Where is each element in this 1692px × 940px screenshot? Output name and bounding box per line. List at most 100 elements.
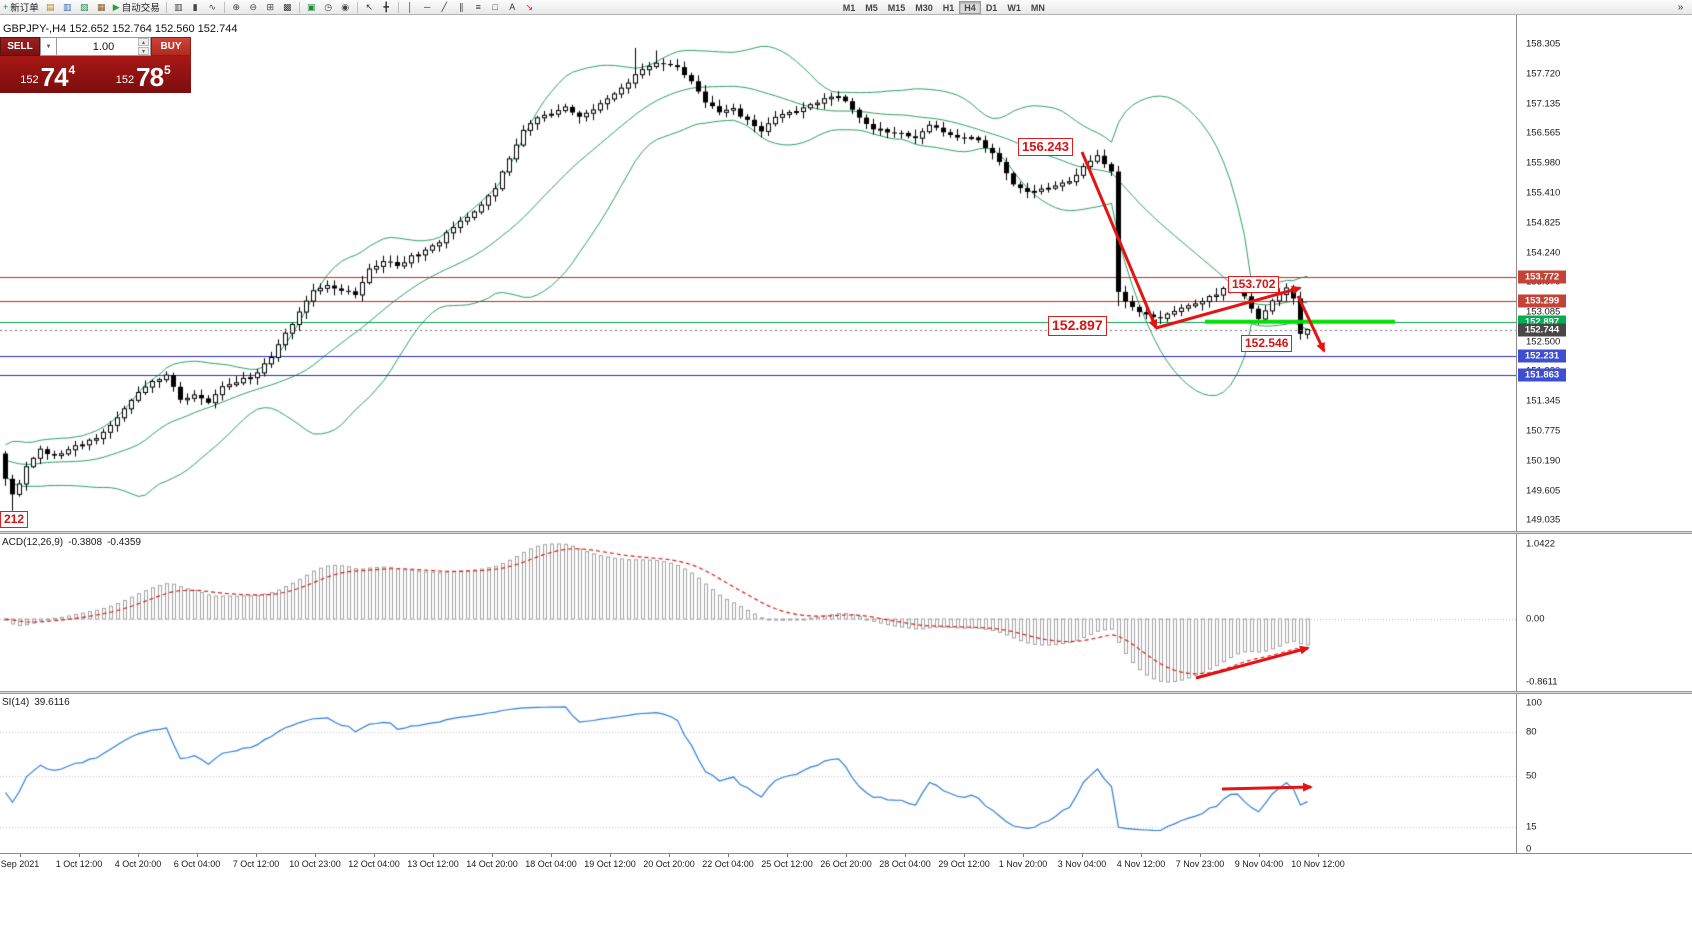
one-click-trading-panel: SELL ▼ 1.00 ▲ ▼ BUY 152 74 4 152 78: [0, 37, 191, 93]
chevron-down-icon: ▼: [45, 43, 52, 50]
chart-annotation[interactable]: 152.897: [1048, 316, 1107, 336]
zoom-in-icon[interactable]: ⊕: [229, 1, 244, 14]
time-axis-label: 1 Nov 20:00: [998, 859, 1048, 869]
bar-chart-icon[interactable]: ▥: [171, 1, 186, 14]
buy-button[interactable]: BUY: [151, 37, 191, 56]
terminal-icon[interactable]: ▦: [94, 1, 109, 14]
auto-arrange-icon[interactable]: ▩: [280, 1, 295, 14]
timeframe-m5[interactable]: M5: [865, 2, 878, 13]
chart-annotation[interactable]: 156.243: [1018, 138, 1073, 157]
profiles-icon[interactable]: ◷: [321, 1, 336, 14]
timeframe-w1[interactable]: W1: [1007, 2, 1021, 13]
market-watch-icon[interactable]: ▥: [60, 1, 75, 14]
bid-price-tag: 152.744: [1518, 323, 1566, 337]
chart-annotation[interactable]: 212: [0, 511, 29, 528]
chart-annotation[interactable]: 152.546: [1241, 335, 1293, 352]
autotrading-button[interactable]: ▶ 自动交易: [111, 1, 162, 15]
tile-windows-icon[interactable]: ⊞: [263, 1, 278, 14]
trendline-icon[interactable]: ╱: [437, 1, 452, 14]
profiles-icon: ◷: [324, 1, 333, 12]
timeframe-mn[interactable]: MN: [1030, 2, 1045, 13]
crosshair-icon[interactable]: ╋: [379, 1, 394, 14]
hline-price-tag: 153.772: [1518, 270, 1566, 284]
price-axis[interactable]: 158.305 157.720 157.135 156.565 155.980 155.4…: [1516, 15, 1692, 531]
horizontal-line-icon[interactable]: ─: [420, 1, 435, 14]
rsi-axis-label: 50: [1526, 770, 1537, 782]
time-axis-label: 29 Oct 12:00: [938, 859, 990, 869]
timeframe-h1[interactable]: H1: [942, 2, 955, 13]
price-axis-label: 149.605: [1526, 485, 1561, 497]
time-axis-label: 19 Oct 12:00: [584, 859, 636, 869]
rsi-axis-label: 0: [1526, 843, 1532, 855]
sell-price-display[interactable]: 152 74 4: [0, 56, 96, 93]
timeframe-h4[interactable]: H4: [959, 0, 981, 14]
terminal-icon: ▦: [97, 1, 106, 12]
rsi-axis-label: 100: [1526, 697, 1542, 709]
volume-increase-button[interactable]: ▲: [138, 38, 149, 46]
time-axis-label: 9 Nov 04:00: [1234, 859, 1284, 869]
time-axis-tick: [433, 854, 434, 857]
rsi-label: SI(14) 39.6116: [2, 697, 70, 708]
zoom-out-icon[interactable]: ⊖: [246, 1, 261, 14]
time-axis-tick: [964, 854, 965, 857]
time-axis[interactable]: Sep 2021 1 Oct 12:00 4 Oct 20:00 6 Oct 04:0…: [0, 853, 1692, 875]
macd-axis[interactable]: 1.0422 0.00 -0.8611: [1516, 534, 1692, 691]
price-axis-label: 157.720: [1526, 68, 1561, 80]
macd-axis-label: 1.0422: [1526, 538, 1556, 550]
chart-window-icon[interactable]: ▤: [43, 1, 58, 14]
text-icon: A: [509, 1, 516, 12]
price-chart-canvas[interactable]: [0, 15, 1516, 531]
new-order-button[interactable]: + 新订单: [1, 1, 41, 15]
volume-decrease-button[interactable]: ▼: [138, 47, 149, 55]
rsi-axis[interactable]: 100 80 50 15 0: [1516, 694, 1692, 855]
macd-canvas[interactable]: [0, 534, 1516, 691]
time-axis-tick: [610, 854, 611, 857]
buy-price-display[interactable]: 152 78 5: [96, 56, 192, 93]
trendline-icon: ╱: [441, 1, 447, 12]
price-axis-label: 153.085: [1526, 306, 1561, 318]
time-axis-label: 22 Oct 04:00: [702, 859, 754, 869]
cursor-icon[interactable]: ↖: [362, 1, 377, 14]
new-chart-icon[interactable]: ▣: [304, 1, 319, 14]
toolbar-overflow-icon[interactable]: »: [1677, 1, 1684, 13]
navigator-icon: ▧: [80, 1, 89, 12]
time-axis-tick: [1141, 854, 1142, 857]
snapshot-icon[interactable]: ◉: [338, 1, 353, 14]
timeframe-m1[interactable]: M1: [842, 2, 856, 13]
chart-title: GBPJPY-,H4 152.652 152.764 152.560 152.7…: [3, 23, 238, 35]
new-order-icon: +: [3, 1, 9, 12]
panel-splitter[interactable]: [0, 691, 1692, 694]
time-axis-label: 12 Oct 04:00: [348, 859, 400, 869]
horizontal-line-icon: ─: [424, 1, 431, 12]
time-axis-tick: [728, 854, 729, 857]
line-chart-icon[interactable]: ∿: [205, 1, 220, 14]
price-axis-label: 149.035: [1526, 514, 1561, 526]
timeframe-m15[interactable]: M15: [887, 2, 906, 13]
text-icon[interactable]: A: [505, 1, 520, 14]
vertical-line-icon[interactable]: │: [403, 1, 418, 14]
channel-icon[interactable]: ∥: [454, 1, 469, 14]
volume-dropdown[interactable]: ▼: [40, 37, 57, 56]
timeframe-m30[interactable]: M30: [915, 2, 933, 13]
arrows-icon[interactable]: ↘: [522, 1, 537, 14]
new-chart-icon: ▣: [306, 1, 316, 12]
sell-button[interactable]: SELL: [0, 37, 40, 56]
navigator-icon[interactable]: ▧: [77, 1, 92, 14]
toolbar: + 新订单 ▤ ▥ ▧ ▦ ▶ 自动交易 ▥ ▮ ∿ ⊕ ⊖ ⊞ ▩ ▣ ◷ ◉ ↖ ╋ │ ─ ╱ ∥ ≡ □ A ↘ M1 M5 M15…: [0, 0, 1692, 15]
panel-splitter[interactable]: [0, 531, 1692, 534]
timeframe-d1[interactable]: D1: [985, 2, 998, 13]
new-order-button-label: 新订单: [10, 3, 39, 14]
price-chart-panel: GBPJPY-,H4 152.652 152.764 152.560 152.7…: [0, 15, 1692, 531]
shapes-icon[interactable]: □: [488, 1, 503, 14]
candlestick-chart-icon[interactable]: ▮: [188, 1, 203, 14]
rsi-canvas[interactable]: [0, 694, 1516, 853]
time-axis-label: 3 Nov 04:00: [1057, 859, 1107, 869]
volume-input[interactable]: 1.00 ▲ ▼: [57, 37, 151, 56]
fibonacci-icon: ≡: [475, 1, 481, 12]
price-axis-label: 155.980: [1526, 157, 1561, 169]
time-axis-label: 13 Oct 12:00: [407, 859, 459, 869]
fibonacci-icon[interactable]: ≡: [471, 1, 486, 14]
chart-annotation[interactable]: 153.702: [1228, 276, 1280, 293]
time-axis-tick: [1259, 854, 1260, 857]
sell-price-big: 74: [40, 62, 69, 92]
